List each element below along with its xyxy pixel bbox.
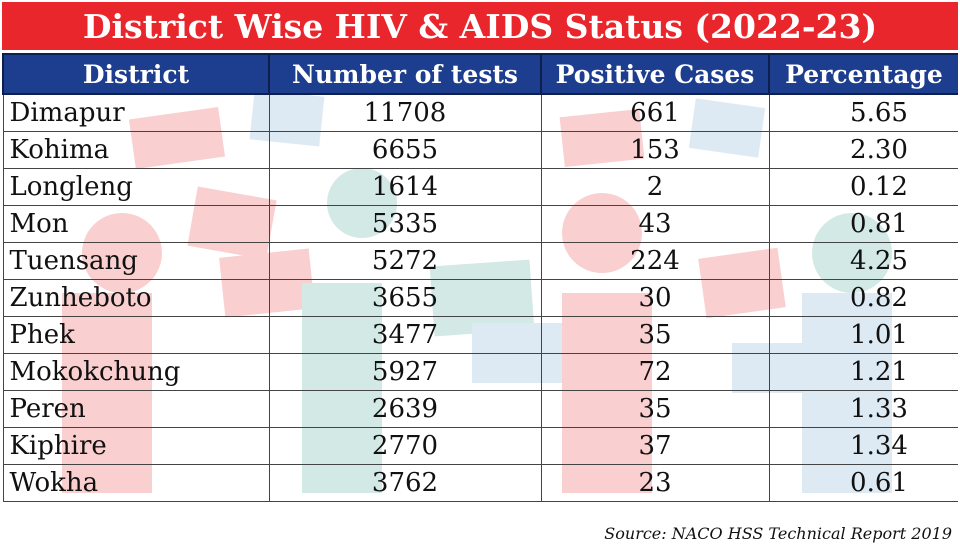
tests-cell: 2639 <box>268 390 542 428</box>
district-cell: Zunheboto <box>2 279 270 317</box>
percentage-cell: 1.33 <box>768 390 958 428</box>
positive-cell: 153 <box>540 131 770 169</box>
district-cell: Longleng <box>2 168 270 206</box>
table-row: Dimapur 11708 661 5.65 <box>2 93 958 132</box>
header-positive-cases: Positive Cases <box>540 53 770 95</box>
positive-cell: 224 <box>540 242 770 280</box>
percentage-cell: 1.01 <box>768 316 958 354</box>
table-row: Kiphire 2770 37 1.34 <box>2 427 958 465</box>
table-row: Phek 3477 35 1.01 <box>2 316 958 354</box>
district-cell: Kohima <box>2 131 270 169</box>
header-district: District <box>2 53 270 95</box>
table-row: Mokokchung 5927 72 1.21 <box>2 353 958 391</box>
header-percentage: Percentage <box>768 53 958 95</box>
tests-cell: 3762 <box>268 464 542 502</box>
positive-cell: 43 <box>540 205 770 243</box>
positive-cell: 30 <box>540 279 770 317</box>
percentage-cell: 2.30 <box>768 131 958 169</box>
district-cell: Mokokchung <box>2 353 270 391</box>
tests-cell: 5927 <box>268 353 542 391</box>
percentage-cell: 1.21 <box>768 353 958 391</box>
district-cell: Kiphire <box>2 427 270 465</box>
percentage-cell: 5.65 <box>768 93 958 132</box>
district-cell: Mon <box>2 205 270 243</box>
hiv-status-table: District Number of tests Positive Cases … <box>2 53 958 502</box>
percentage-cell: 0.61 <box>768 464 958 502</box>
positive-cell: 2 <box>540 168 770 206</box>
table-row: Zunheboto 3655 30 0.82 <box>2 279 958 317</box>
positive-cell: 72 <box>540 353 770 391</box>
source-caption: Source: NACO HSS Technical Report 2019 <box>604 524 952 543</box>
tests-cell: 5335 <box>268 205 542 243</box>
positive-cell: 23 <box>540 464 770 502</box>
positive-cell: 35 <box>540 316 770 354</box>
header-number-of-tests: Number of tests <box>268 53 542 95</box>
positive-cell: 37 <box>540 427 770 465</box>
percentage-cell: 1.34 <box>768 427 958 465</box>
title-banner: District Wise HIV & AIDS Status (2022-23… <box>2 2 958 50</box>
tests-cell: 3655 <box>268 279 542 317</box>
table-row: Mon 5335 43 0.81 <box>2 205 958 243</box>
percentage-cell: 0.12 <box>768 168 958 206</box>
district-cell: Tuensang <box>2 242 270 280</box>
district-cell: Wokha <box>2 464 270 502</box>
table-header-row: District Number of tests Positive Cases … <box>2 53 958 95</box>
tests-cell: 6655 <box>268 131 542 169</box>
district-cell: Peren <box>2 390 270 428</box>
tests-cell: 3477 <box>268 316 542 354</box>
district-cell: Dimapur <box>2 93 270 132</box>
table-row: Longleng 1614 2 0.12 <box>2 168 958 206</box>
tests-cell: 11708 <box>268 93 542 132</box>
percentage-cell: 0.81 <box>768 205 958 243</box>
district-cell: Phek <box>2 316 270 354</box>
tests-cell: 1614 <box>268 168 542 206</box>
table-row: Tuensang 5272 224 4.25 <box>2 242 958 280</box>
table-row: Kohima 6655 153 2.30 <box>2 131 958 169</box>
percentage-cell: 4.25 <box>768 242 958 280</box>
percentage-cell: 0.82 <box>768 279 958 317</box>
tests-cell: 2770 <box>268 427 542 465</box>
table-container: District Number of tests Positive Cases … <box>2 53 958 518</box>
table-row: Peren 2639 35 1.33 <box>2 390 958 428</box>
positive-cell: 661 <box>540 93 770 132</box>
table-row: Wokha 3762 23 0.61 <box>2 464 958 502</box>
page-title: District Wise HIV & AIDS Status (2022-23… <box>82 6 878 46</box>
tests-cell: 5272 <box>268 242 542 280</box>
positive-cell: 35 <box>540 390 770 428</box>
